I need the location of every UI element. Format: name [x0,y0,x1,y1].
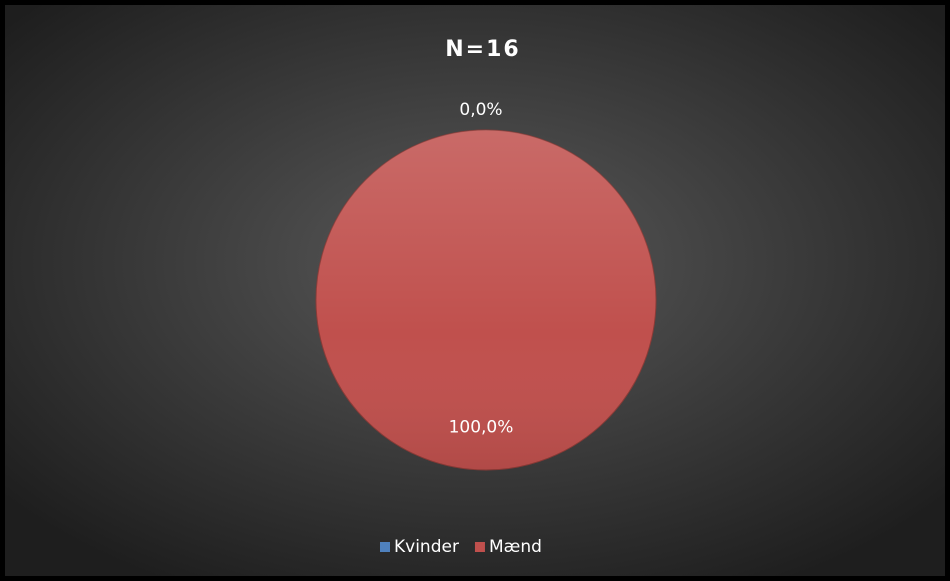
legend-swatch [474,542,485,552]
pie-shade [316,130,656,470]
legend-swatch [380,542,390,552]
data-label: 0,0% [459,100,502,120]
data-label: 100,0% [449,418,514,438]
legend-label: Mænd [489,537,542,557]
chart-title: N=16 [445,37,520,62]
legend-label: Kvinder [394,537,459,557]
